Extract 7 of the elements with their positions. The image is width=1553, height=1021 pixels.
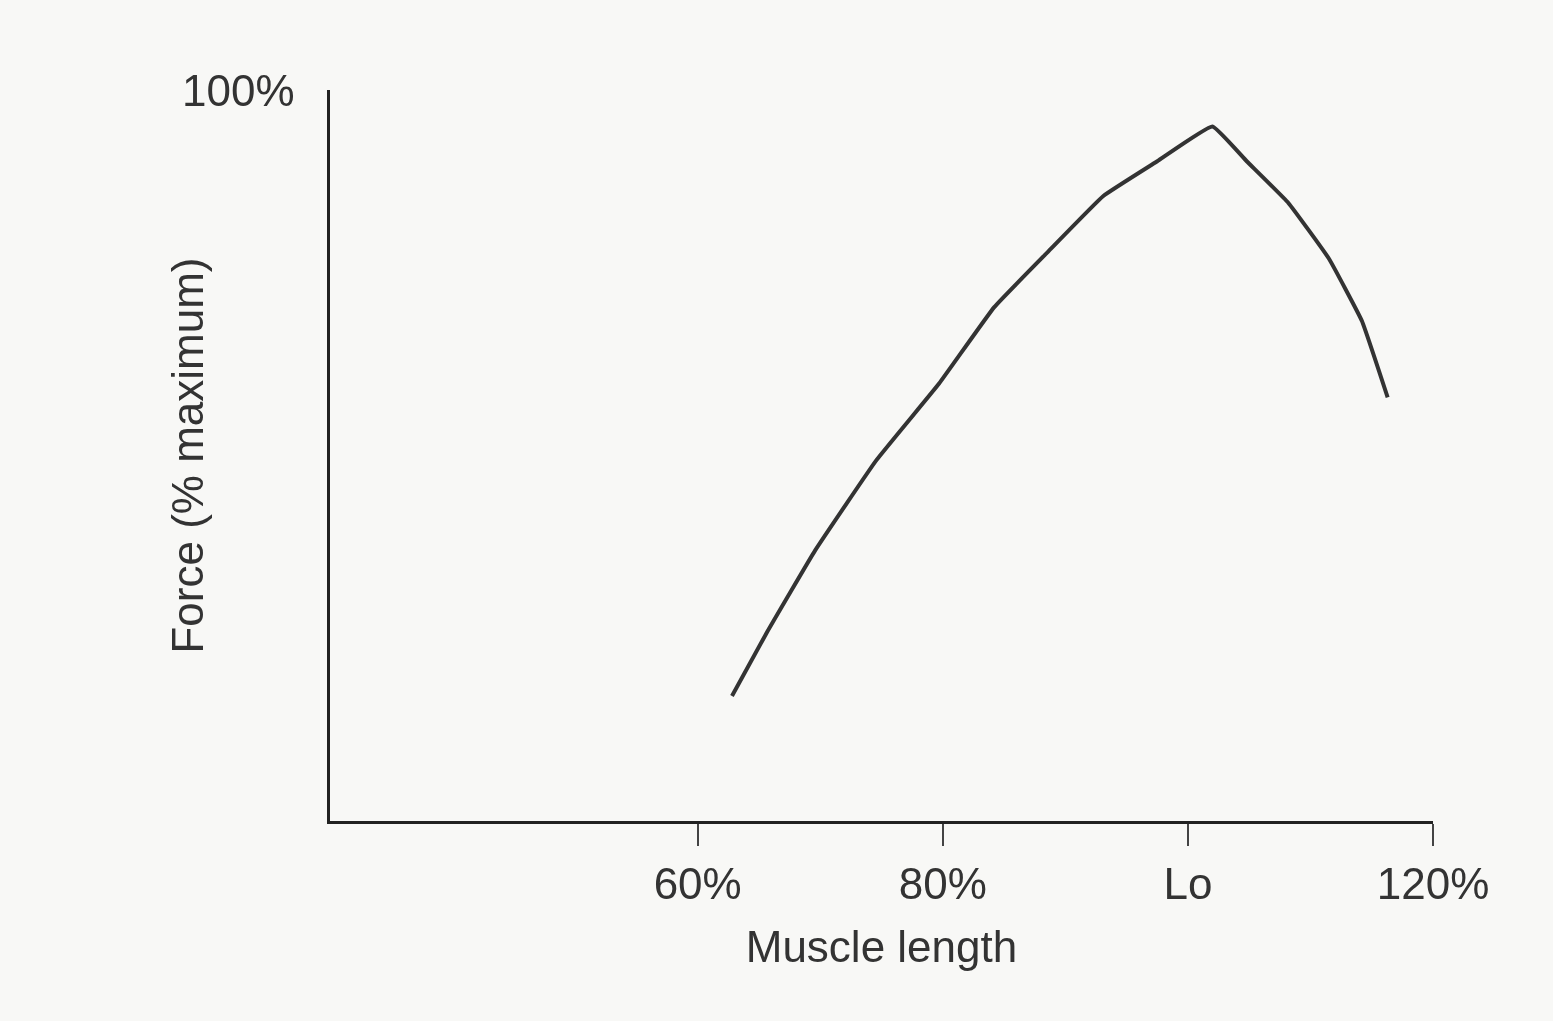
x-tick-label: 60% [653,858,742,908]
x-axis-title: Muscle length [745,922,1018,972]
x-tick-label: 120% [1376,858,1490,908]
text: 100% [182,66,295,115]
x-tick-label: Lo [1163,858,1213,908]
x-tick-label: 80% [898,858,987,908]
y-axis-title: Force (% maximum) [163,257,213,654]
